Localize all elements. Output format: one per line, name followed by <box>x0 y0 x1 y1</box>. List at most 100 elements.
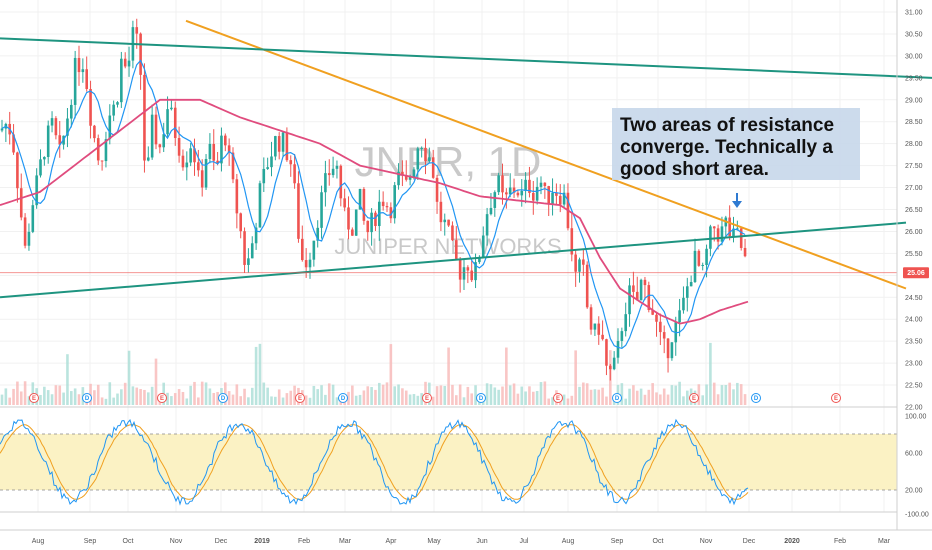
volume-bar <box>632 385 635 405</box>
volume-bar <box>327 383 331 405</box>
volume-bar <box>23 381 27 405</box>
volume-bar <box>58 385 62 405</box>
volume-bar <box>308 397 312 405</box>
volume-bar <box>243 388 246 405</box>
candle-body <box>50 118 54 126</box>
down-arrow-icon <box>732 193 742 208</box>
candle-body <box>539 182 543 187</box>
volume-bar <box>39 394 42 405</box>
candle-body <box>543 182 547 187</box>
annotation-background <box>612 108 860 180</box>
candle-body <box>404 175 408 180</box>
candle-body <box>370 212 373 233</box>
volume-bar <box>431 396 435 405</box>
volume-bar <box>393 386 396 405</box>
volume-bar <box>535 390 539 405</box>
candle-body <box>135 27 139 34</box>
candle-body <box>200 170 204 188</box>
volume-bar <box>443 385 447 405</box>
candle-body <box>293 164 296 184</box>
candle-body <box>254 227 258 244</box>
volume-bar <box>682 396 685 405</box>
event-circle <box>689 393 699 403</box>
volume-bar <box>666 394 670 405</box>
volume-bar <box>335 397 339 405</box>
volume-bar <box>166 392 169 405</box>
volume-bar <box>131 386 135 405</box>
candle-body <box>335 165 339 169</box>
candle-body <box>697 250 701 266</box>
candle-body <box>16 152 19 189</box>
volume-bar <box>728 382 731 405</box>
candle-body <box>428 157 431 162</box>
volume-bar <box>70 391 73 405</box>
event-marker-dividend: D <box>751 393 761 403</box>
volume-bar <box>197 397 200 405</box>
candle-body <box>173 107 177 139</box>
candle-body <box>212 143 216 161</box>
candle-body <box>351 229 354 236</box>
volume-bar <box>485 383 489 405</box>
volume-bar <box>435 386 439 405</box>
price-tick-label: 27.50 <box>905 163 923 170</box>
candle-body <box>343 198 346 208</box>
time-tick-label: Aug <box>562 538 575 545</box>
candle-body <box>31 205 35 232</box>
candle-body <box>659 321 662 333</box>
volume-bar <box>651 383 654 405</box>
candle-body <box>158 144 162 148</box>
candle-body <box>19 188 23 218</box>
time-tick-label: Dec <box>215 538 228 545</box>
candle-body <box>162 134 165 148</box>
volume-bar <box>635 390 639 405</box>
volume-bar <box>104 398 108 405</box>
volume-bar <box>412 394 416 405</box>
volume-bar <box>177 389 181 405</box>
volume-bar <box>227 391 231 405</box>
price-tick-label: 24.00 <box>905 317 923 324</box>
volume-bar <box>89 383 92 405</box>
volume-bar <box>0 394 4 405</box>
candle-body <box>474 262 477 281</box>
volume-bar <box>239 396 242 405</box>
candle-body <box>505 192 508 195</box>
candle-body <box>712 226 716 229</box>
volume-bar <box>408 394 412 405</box>
price-tick-label: 26.00 <box>905 229 923 236</box>
candle-body <box>281 132 285 152</box>
volume-bar <box>139 389 142 405</box>
time-tick-label: Apr <box>386 538 398 545</box>
volume-bar <box>50 394 54 405</box>
volume-bar <box>173 393 177 405</box>
candle-body <box>655 314 658 322</box>
volume-bar <box>96 384 100 405</box>
price-tick-label: 27.00 <box>905 185 923 192</box>
event-label: D <box>754 396 759 402</box>
volume-bar <box>193 381 196 405</box>
candle-body <box>524 179 527 191</box>
candle-body <box>739 228 743 248</box>
candle-body <box>605 339 608 366</box>
volume-bar <box>331 384 335 405</box>
event-circle <box>422 393 432 403</box>
candle-body <box>374 212 377 227</box>
volume-bar <box>247 397 250 405</box>
arrow-head <box>732 201 742 208</box>
candle-body <box>23 217 27 246</box>
volume-bar <box>655 392 658 405</box>
volume-bar <box>516 393 520 405</box>
event-circle <box>476 393 486 403</box>
volume-bar <box>277 389 281 405</box>
candle-body <box>716 228 720 242</box>
candle-body <box>632 285 635 292</box>
candle-body <box>354 209 358 236</box>
candle-body <box>81 69 85 73</box>
candle-body <box>628 285 631 315</box>
event-marker-dividend: D <box>82 393 92 403</box>
event-marker-dividend: D <box>476 393 486 403</box>
candle-body <box>447 219 450 226</box>
volume-bar <box>204 382 208 405</box>
volume-bar <box>439 385 443 405</box>
volume-bar <box>593 389 597 405</box>
